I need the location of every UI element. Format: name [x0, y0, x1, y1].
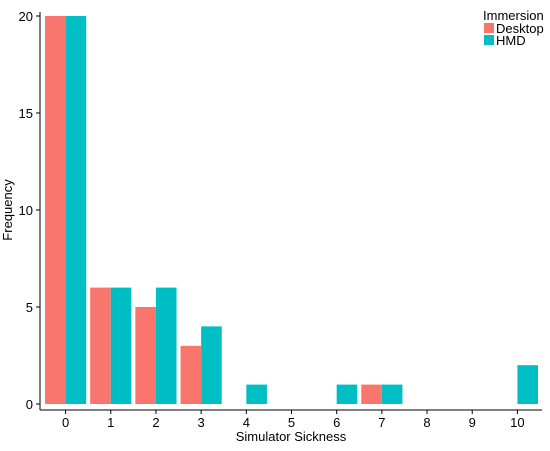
bar-desktop-0 — [45, 16, 66, 404]
y-tick-label: 10 — [19, 203, 33, 218]
y-tick-label: 15 — [19, 106, 33, 121]
bar-hmd-7 — [381, 384, 403, 404]
y-ticks-group: 0 5 10 15 20 — [19, 9, 40, 412]
x-tick-label: 8 — [423, 415, 430, 430]
x-tick-label: 5 — [288, 415, 295, 430]
x-tick-label: 0 — [62, 415, 69, 430]
x-tick-label: 2 — [152, 415, 159, 430]
x-tick-label: 10 — [510, 415, 524, 430]
bar-desktop-2 — [135, 307, 156, 404]
bar-desktop-1 — [90, 287, 111, 404]
x-tick-label: 7 — [378, 415, 385, 430]
x-ticks-group: 0 1 2 3 4 5 6 7 8 9 10 — [62, 410, 525, 430]
y-tick-label: 5 — [26, 300, 33, 315]
x-tick-label: 3 — [198, 415, 205, 430]
bar-hmd-3 — [201, 326, 222, 404]
x-axis-title: Simulator Sickness — [236, 429, 347, 444]
bar-hmd-6 — [336, 384, 358, 404]
x-tick-label: 9 — [469, 415, 476, 430]
y-tick-label: 20 — [19, 9, 33, 24]
bars-group — [45, 16, 538, 404]
legend-label-hmd: HMD — [496, 33, 526, 48]
y-axis-title: Frequency — [0, 179, 15, 241]
bar-hmd-0 — [65, 16, 87, 404]
legend-label-desktop: Desktop — [496, 21, 544, 36]
y-tick-label: 0 — [26, 397, 33, 412]
legend-swatch-hmd — [484, 35, 494, 45]
bar-desktop-7 — [361, 384, 382, 404]
x-tick-label: 6 — [333, 415, 340, 430]
x-tick-label: 1 — [107, 415, 114, 430]
bar-hmd-1 — [110, 287, 132, 404]
bar-hmd-2 — [155, 287, 177, 404]
legend-title: Immersion — [483, 8, 544, 23]
bar-hmd-10 — [517, 365, 538, 404]
bar-desktop-3 — [180, 345, 202, 404]
legend-swatch-desktop — [484, 23, 494, 33]
x-tick-label: 4 — [243, 415, 250, 430]
bar-hmd-4 — [246, 384, 267, 404]
